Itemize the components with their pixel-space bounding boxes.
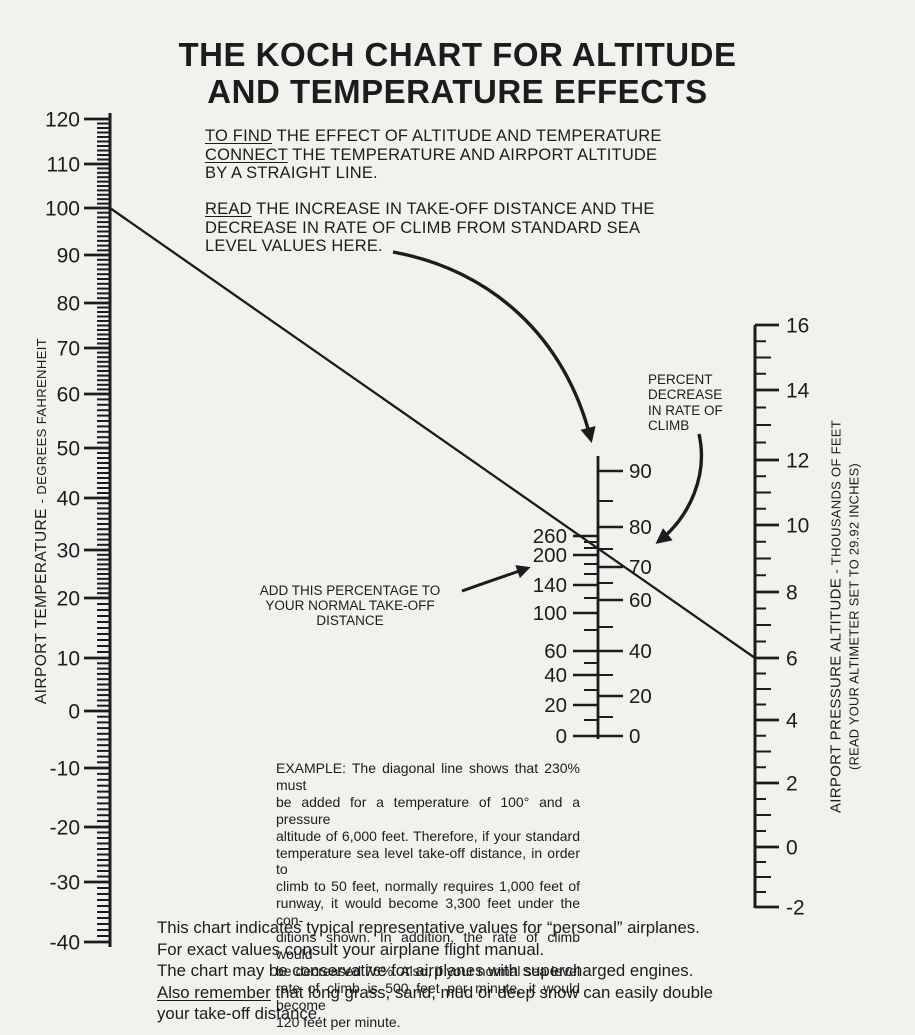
annotation-line: IN RATE OF bbox=[648, 402, 723, 418]
tick-label: 70 bbox=[629, 556, 652, 579]
reference-line-segment bbox=[109, 207, 756, 659]
instruction-line: READ THE INCREASE IN TAKE-OFF DISTANCE A… bbox=[205, 200, 655, 218]
tick-label: 40 bbox=[629, 640, 652, 663]
tick-label: 6 bbox=[786, 647, 798, 670]
tick-label: -30 bbox=[50, 871, 80, 894]
tick-label: 0 bbox=[629, 725, 640, 748]
axis-label-sub: - THOUSANDS OF FEET bbox=[828, 419, 844, 574]
tick-label: 0 bbox=[786, 836, 798, 859]
tick-label: 8 bbox=[786, 581, 798, 604]
reference-line bbox=[109, 207, 756, 659]
example-line: rate of climb is 500 feet per minute, it… bbox=[276, 979, 580, 1013]
percent-decrease-annotation: PERCENT DECREASE IN RATE OF CLIMB bbox=[648, 372, 723, 433]
tick-label: 100 bbox=[45, 197, 80, 220]
chart-title-line2: AND TEMPERATURE EFFECTS bbox=[207, 73, 708, 110]
instruction-connect: TO FIND THE EFFECT OF ALTITUDE AND TEMPE… bbox=[205, 127, 662, 183]
tick-label: -10 bbox=[50, 757, 80, 780]
instruction-line: LEVEL VALUES HERE. bbox=[205, 237, 383, 256]
tick-label: 0 bbox=[556, 725, 567, 748]
instruction-line: TO FIND THE EFFECT OF ALTITUDE AND TEMPE… bbox=[205, 127, 662, 145]
tick-label: 50 bbox=[57, 437, 80, 460]
altitude-axis-label: AIRPORT PRESSURE ALTITUDE - THOUSANDS OF… bbox=[828, 382, 863, 852]
temperature-axis-label: AIRPORT TEMPERATURE - DEGREES FAHRENHEIT bbox=[33, 286, 51, 756]
tick-label: 110 bbox=[47, 153, 80, 176]
tick-label: 2 bbox=[786, 772, 798, 795]
tick-label: 120 bbox=[45, 108, 80, 131]
tick-label: 80 bbox=[629, 516, 652, 539]
axis-label-line1: AIRPORT PRESSURE ALTITUDE - THOUSANDS OF… bbox=[828, 382, 846, 852]
tick-label: 60 bbox=[629, 589, 652, 612]
tick-label: -2 bbox=[786, 896, 805, 919]
tick-label: 4 bbox=[786, 709, 798, 732]
footnote-line: This chart indicates typical representat… bbox=[157, 918, 700, 937]
example-line: ditions shown. In addition, the rate of … bbox=[276, 929, 580, 962]
footnote-line: The chart may be conservative for airpla… bbox=[157, 961, 694, 981]
example-line: EXAMPLE: The diagonal line shows that 23… bbox=[276, 760, 580, 793]
chart-title-line1: THE KOCH CHART FOR ALTITUDE bbox=[178, 36, 737, 73]
axis-label-main: AIRPORT TEMPERATURE bbox=[33, 508, 50, 705]
example-line: be added for a temperature of 100° and a… bbox=[276, 793, 580, 827]
axis-label-sub: - DEGREES FAHRENHEIT bbox=[34, 337, 49, 504]
add-percentage-arrow bbox=[461, 565, 531, 593]
tick-label: 90 bbox=[57, 244, 80, 267]
example-line: be decreased 76%. Also, if your normal s… bbox=[276, 962, 580, 979]
tick-label: -40 bbox=[50, 931, 80, 954]
tick-label: 260 bbox=[533, 525, 567, 548]
tick-label: 140 bbox=[533, 574, 567, 597]
tick-label: 60 bbox=[544, 640, 567, 663]
annotation-line: DECREASE bbox=[648, 387, 723, 403]
tick-label: 10 bbox=[57, 647, 80, 670]
tick-label: 0 bbox=[68, 700, 80, 723]
tick-label: 14 bbox=[786, 379, 810, 402]
example-block: EXAMPLE: The diagonal line shows that 23… bbox=[276, 760, 580, 1031]
annotation-line: YOUR NORMAL TAKE-OFF DISTANCE bbox=[265, 598, 435, 628]
instruction-read: READ THE INCREASE IN TAKE-OFF DISTANCE A… bbox=[205, 200, 655, 256]
tick-label: 40 bbox=[544, 664, 567, 687]
tick-label: 30 bbox=[57, 539, 80, 562]
example-line: climb to 50 feet, normally requires 1,00… bbox=[276, 878, 580, 895]
annotation-line: CLIMB bbox=[648, 417, 690, 433]
annotation-line: PERCENT bbox=[648, 372, 713, 387]
instruction-line: BY A STRAIGHT LINE. bbox=[205, 164, 378, 183]
tick-label: 90 bbox=[629, 460, 652, 483]
example-line: altitude of 6,000 feet. Therefore, if yo… bbox=[276, 827, 580, 844]
tick-label: 200 bbox=[533, 544, 567, 567]
example-line: runway, it would become 3,300 feet under… bbox=[276, 895, 580, 929]
tick-label: 70 bbox=[57, 337, 80, 360]
chart-title: THE KOCH CHART FOR ALTITUDE AND TEMPERAT… bbox=[0, 36, 915, 110]
altitude-scale: 16 14 12 10 8 6 4 2 0 -2 bbox=[753, 314, 810, 919]
footnote-line: For exact values consult your airplane f… bbox=[157, 939, 545, 959]
example-line: 120 feet per minute. bbox=[276, 1013, 401, 1030]
footnote-line: your take-off distance. bbox=[157, 1004, 322, 1024]
tick-label: 20 bbox=[57, 587, 80, 610]
footnote-line: Also remember that long grass, sand, mud… bbox=[157, 982, 713, 1002]
tick-label: 80 bbox=[57, 292, 80, 315]
axis-label-main: AIRPORT PRESSURE ALTITUDE bbox=[827, 577, 845, 814]
percent-decrease-arrow bbox=[655, 433, 704, 544]
tick-label: 20 bbox=[544, 694, 567, 717]
tick-label: 10 bbox=[786, 514, 809, 537]
add-percentage-annotation: ADD THIS PERCENTAGE TO YOUR NORMAL TAKE-… bbox=[236, 583, 464, 628]
tick-label: 100 bbox=[533, 602, 567, 625]
tick-label: 12 bbox=[786, 449, 809, 472]
read-here-arrow bbox=[392, 250, 596, 444]
annotation-line: ADD THIS PERCENTAGE TO bbox=[259, 583, 441, 598]
tick-label: 60 bbox=[57, 383, 80, 406]
instruction-line: CONNECT THE TEMPERATURE AND AIRPORT ALTI… bbox=[205, 145, 658, 164]
footnotes-block: This chart indicates typical representat… bbox=[157, 917, 713, 1025]
instruction-line: DECREASE IN RATE OF CLIMB FROM STANDARD … bbox=[205, 218, 641, 237]
tick-label: 20 bbox=[629, 685, 652, 708]
tick-label: 40 bbox=[57, 487, 80, 510]
example-line: temperature sea level take-off distance,… bbox=[276, 844, 580, 878]
tick-label: -20 bbox=[50, 816, 80, 839]
axis-label-line2: (READ YOUR ALTIMETER SET TO 29.92 INCHES… bbox=[846, 463, 861, 770]
tick-label: 16 bbox=[786, 314, 809, 337]
